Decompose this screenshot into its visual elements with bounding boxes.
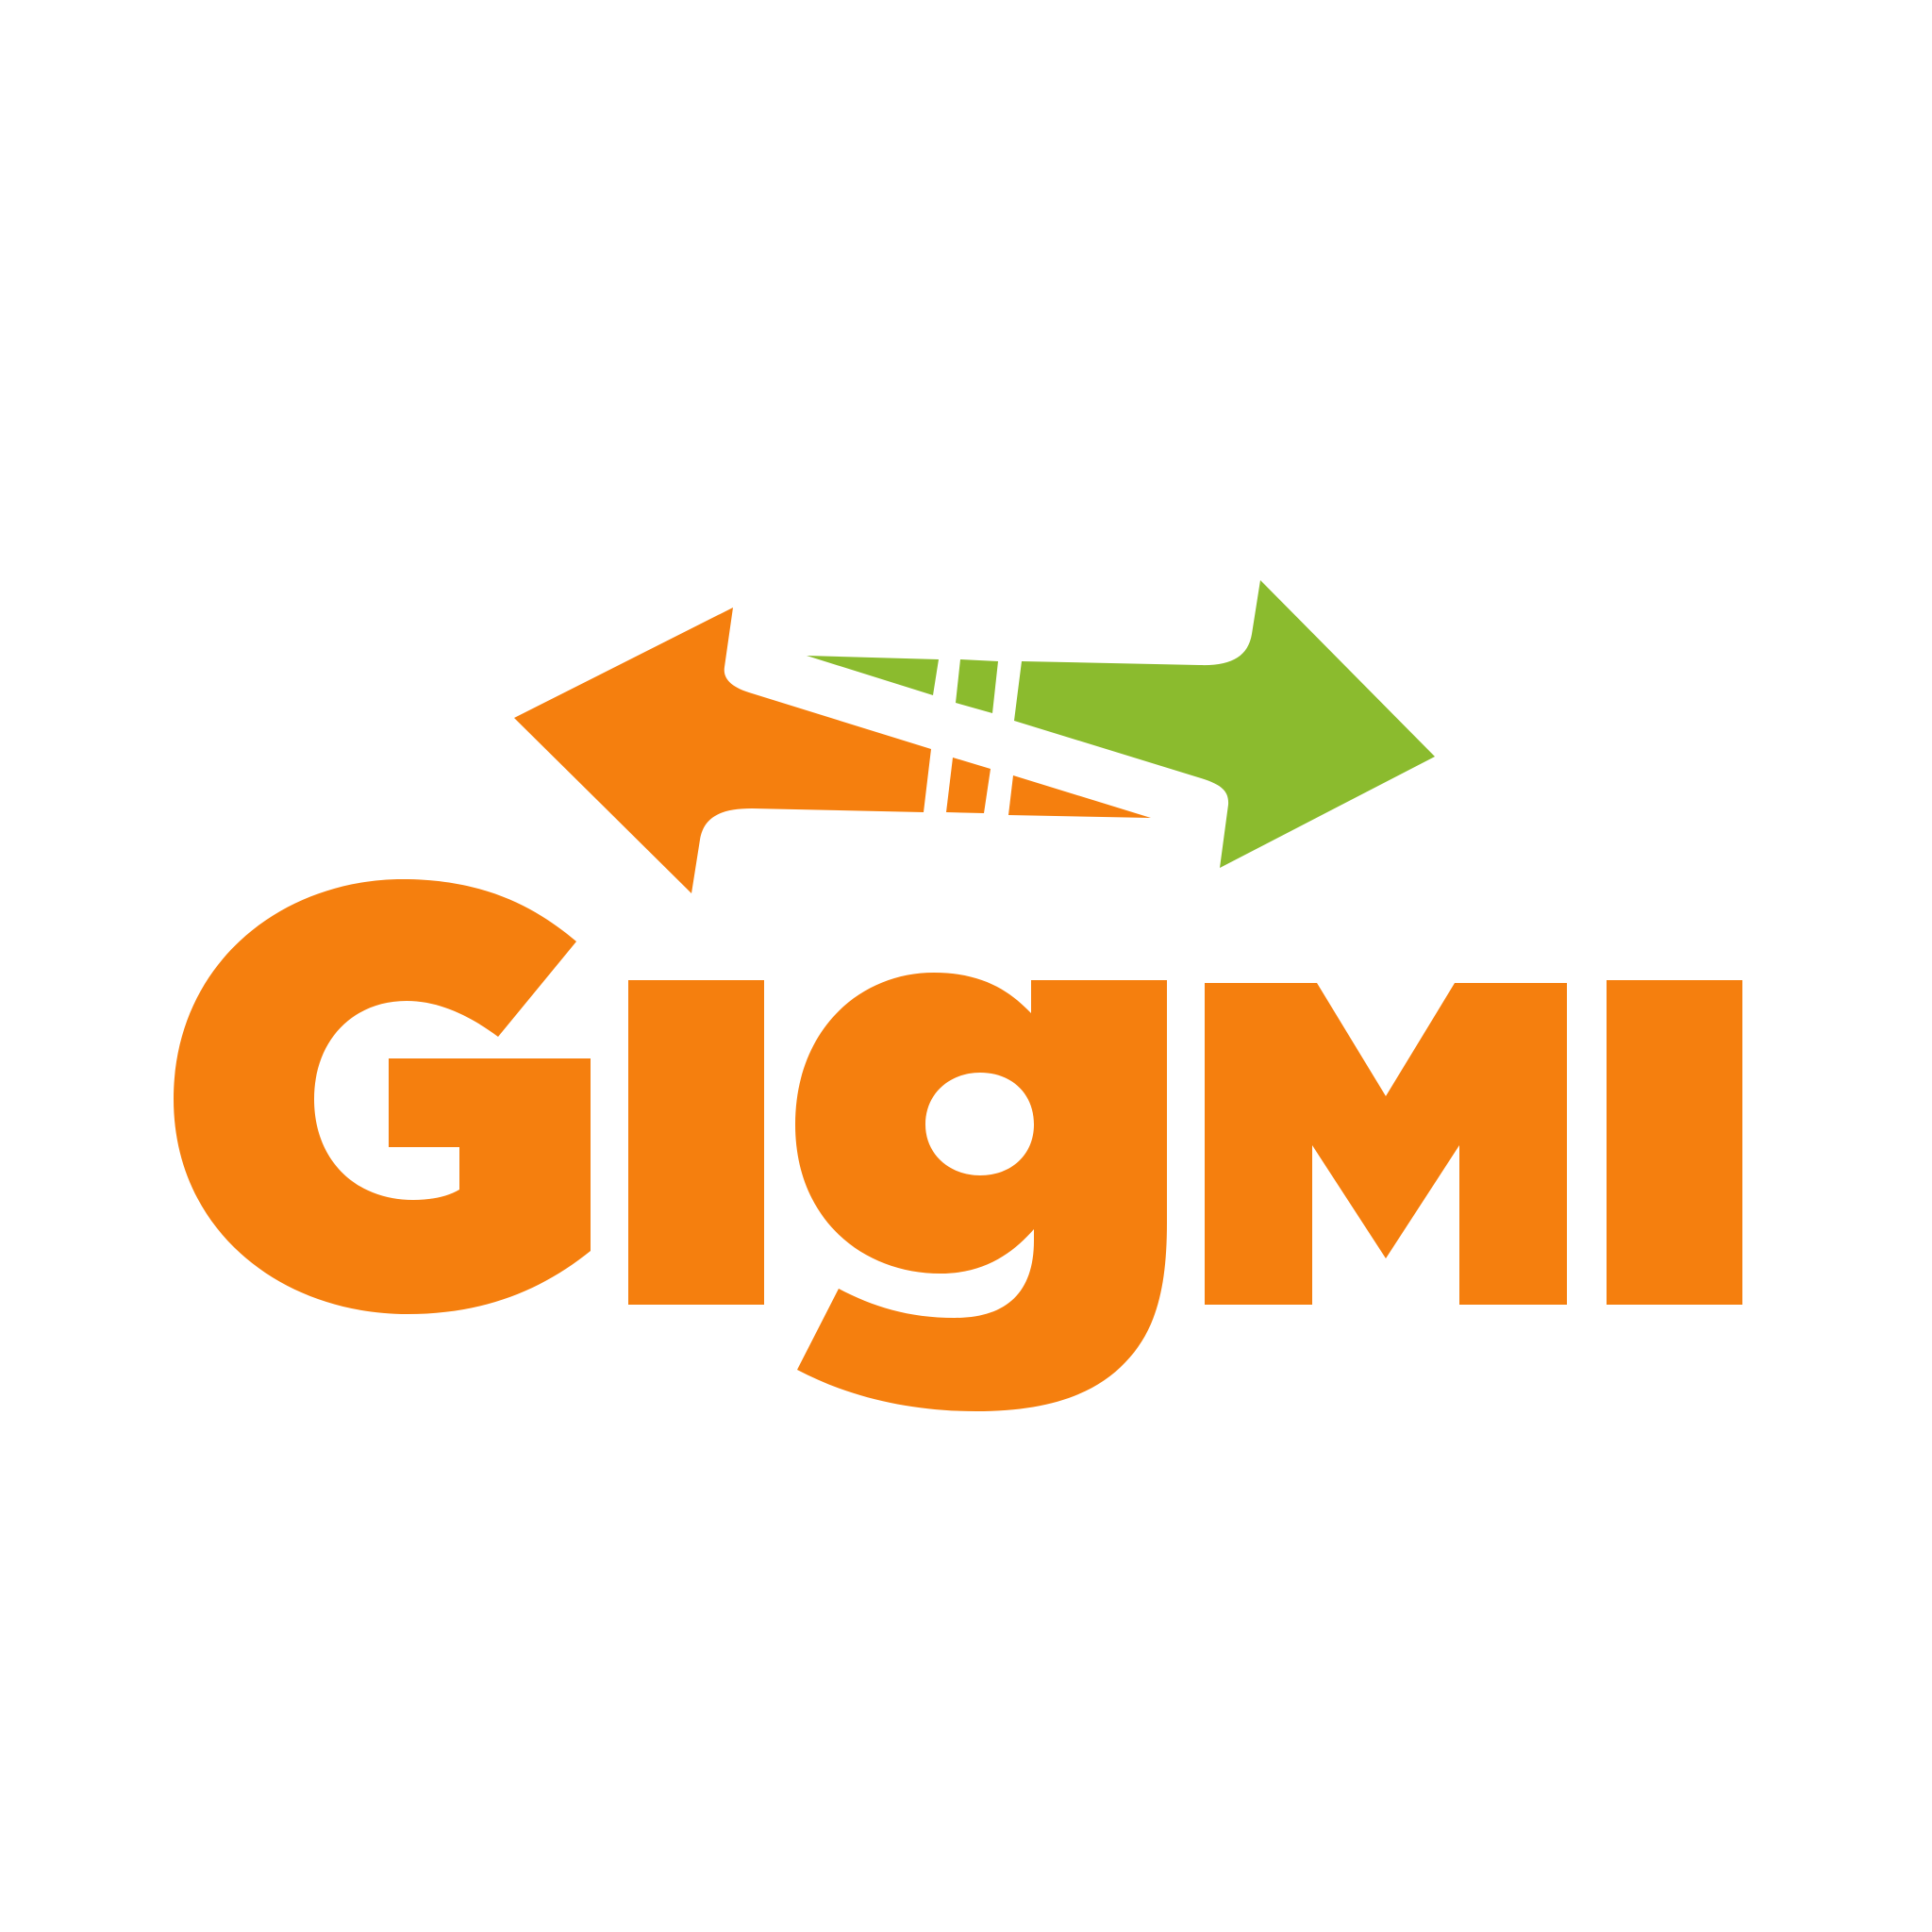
green-arrow-right-icon (807, 580, 1435, 868)
wordmark (174, 879, 1742, 1411)
orange-arrow-left-icon (514, 608, 1151, 893)
letter-i-1 (628, 980, 764, 1305)
letter-i-2 (1607, 980, 1742, 1305)
letter-g-lower (795, 973, 1167, 1411)
letter-m (1205, 983, 1567, 1305)
exchange-arrows-icon (514, 580, 1435, 893)
letter-g (174, 879, 591, 1314)
